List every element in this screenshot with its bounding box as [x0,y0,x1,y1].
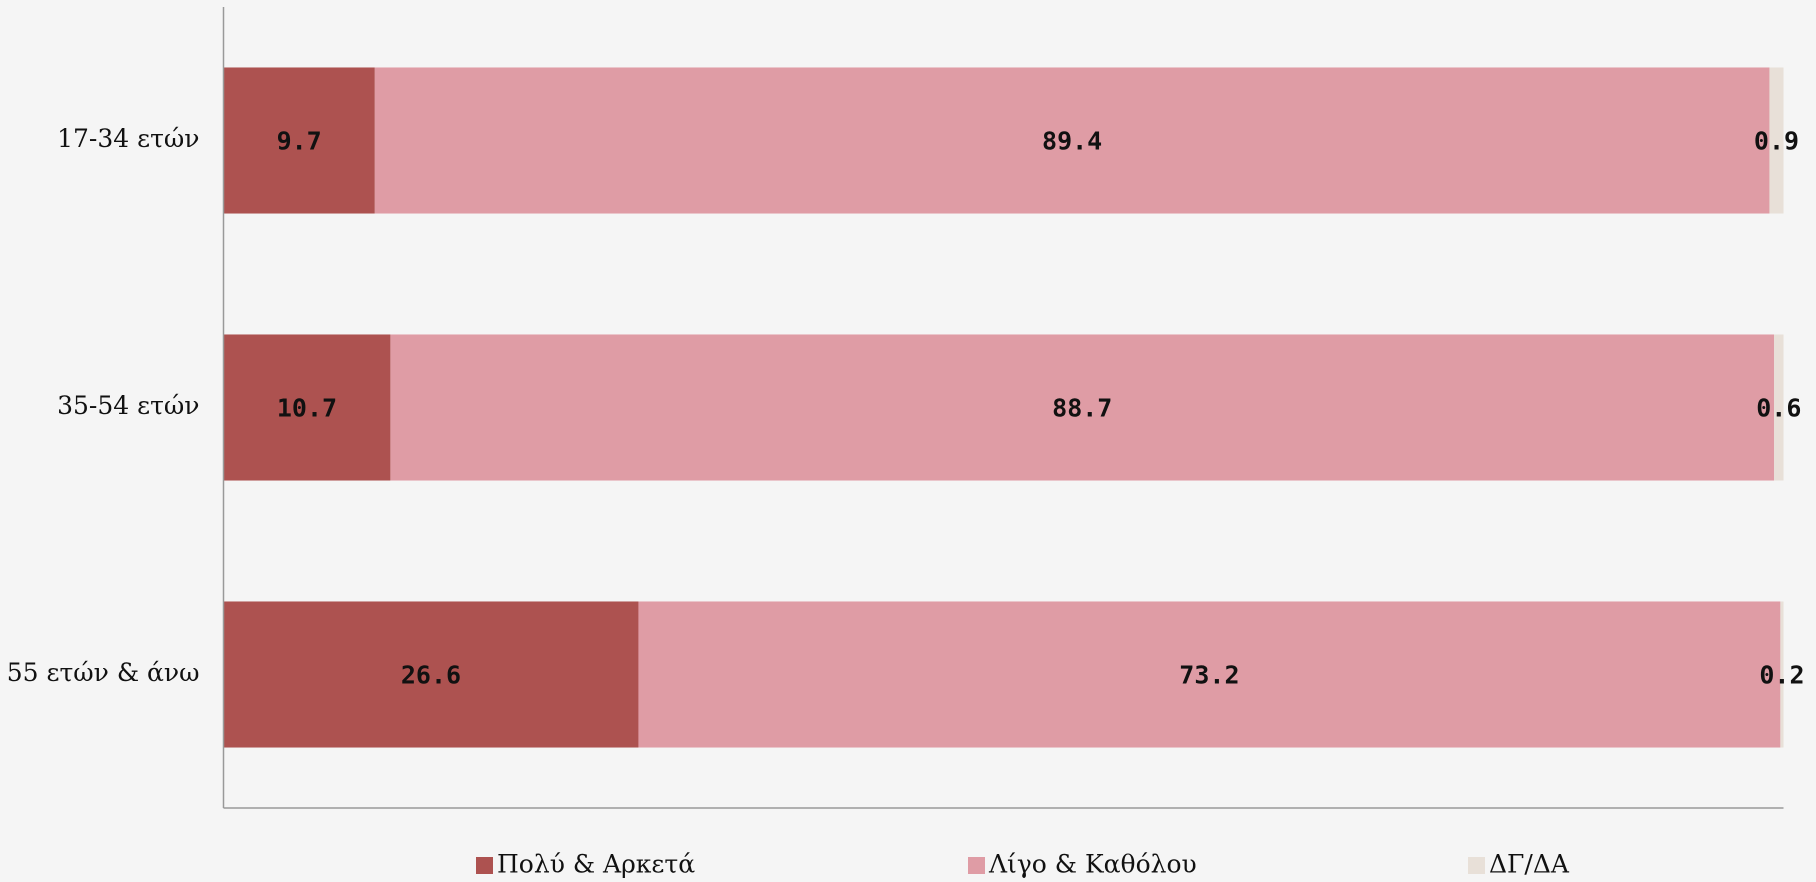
bar-segment [374,67,1770,214]
y-tick-label: 17-34 ετών [57,124,199,153]
bar-segment [638,601,1781,748]
bar-segment [1774,334,1784,481]
y-tick-label: 55 ετών & άνω [7,658,200,687]
bar-segment [1780,601,1784,748]
data-label: 26.6 [401,661,461,690]
bar-segment [390,334,1775,481]
legend-label: ΔΓ/ΔΑ [1489,850,1570,879]
data-label: 0.6 [1756,394,1801,423]
data-label: 10.7 [277,394,337,423]
legend-label: Λίγο & Καθόλου [988,850,1197,879]
bar-segment [223,334,391,481]
data-label: 0.2 [1759,661,1804,690]
data-label: 0.9 [1754,127,1799,156]
legend-label: Πολύ & Αρκετά [497,850,695,879]
data-label: 89.4 [1042,127,1102,156]
data-label: 88.7 [1052,394,1112,423]
y-tick-label: 35-54 ετών [57,391,199,420]
bar-segment [223,601,639,748]
legend-swatch [968,857,985,874]
bar-segment [1769,67,1784,214]
data-label: 9.7 [277,127,322,156]
bar-segment [223,67,375,214]
legend-swatch [476,857,493,874]
legend-swatch [1468,857,1485,874]
data-label: 73.2 [1179,661,1239,690]
